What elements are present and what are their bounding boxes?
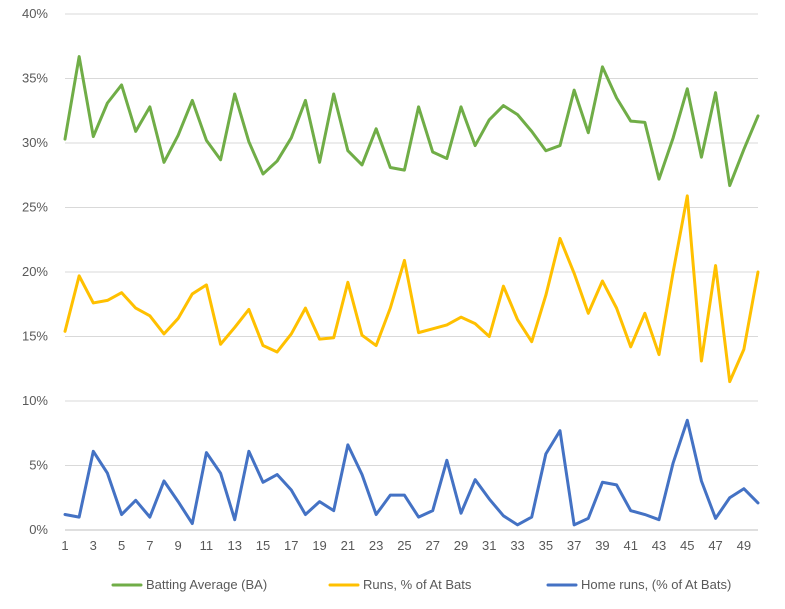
legend: Batting Average (BA) Runs, % of At Bats Ho… [111, 577, 731, 592]
x-tick-label: 31 [482, 538, 496, 553]
x-tick-label: 49 [737, 538, 751, 553]
x-tick-label: 15 [256, 538, 270, 553]
x-tick-label: 47 [708, 538, 722, 553]
y-tick-label: 40% [22, 6, 48, 21]
x-tick-label: 41 [623, 538, 637, 553]
series-lines [63, 55, 760, 527]
x-tick-label: 35 [539, 538, 553, 553]
x-tick-label: 5 [118, 538, 125, 553]
x-tick-label: 29 [454, 538, 468, 553]
legend-label-2: Home runs, (% of At Bats) [581, 577, 731, 592]
series-line-0 [63, 55, 760, 188]
legend-label-1: Runs, % of At Bats [363, 577, 472, 592]
x-tick-label: 1 [61, 538, 68, 553]
x-tick-label: 45 [680, 538, 694, 553]
x-tick-label: 3 [90, 538, 97, 553]
gridlines [65, 13, 758, 531]
x-tick-label: 7 [146, 538, 153, 553]
x-tick-label: 39 [595, 538, 609, 553]
legend-label-0: Batting Average (BA) [146, 577, 267, 592]
y-tick-label: 15% [22, 329, 48, 344]
series-line-2 [63, 418, 760, 527]
x-tick-label: 21 [341, 538, 355, 553]
x-tick-label: 17 [284, 538, 298, 553]
x-tick-label: 9 [175, 538, 182, 553]
y-tick-label: 30% [22, 135, 48, 150]
x-tick-label: 19 [312, 538, 326, 553]
series-line-1 [63, 194, 760, 384]
y-tick-label: 5% [29, 458, 48, 473]
y-tick-label: 35% [22, 71, 48, 86]
x-tick-label: 27 [425, 538, 439, 553]
x-tick-label: 23 [369, 538, 383, 553]
x-tick-label: 43 [652, 538, 666, 553]
y-tick-label: 20% [22, 264, 48, 279]
x-tick-label: 37 [567, 538, 581, 553]
y-tick-label: 0% [29, 522, 48, 537]
x-tick-label: 25 [397, 538, 411, 553]
y-axis-ticks: 0% 5% 10% 15% 20% 25% 30% 35% 40% [22, 6, 48, 537]
y-tick-label: 10% [22, 393, 48, 408]
x-tick-label: 11 [200, 538, 214, 553]
x-tick-label: 13 [227, 538, 241, 553]
x-axis-ticks: 1 3 5 7 9 11 13 15 17 19 21 23 25 27 29 31 33 35 37 39 41 43 4… [61, 538, 751, 553]
x-tick-label: 33 [510, 538, 524, 553]
y-tick-label: 25% [22, 200, 48, 215]
